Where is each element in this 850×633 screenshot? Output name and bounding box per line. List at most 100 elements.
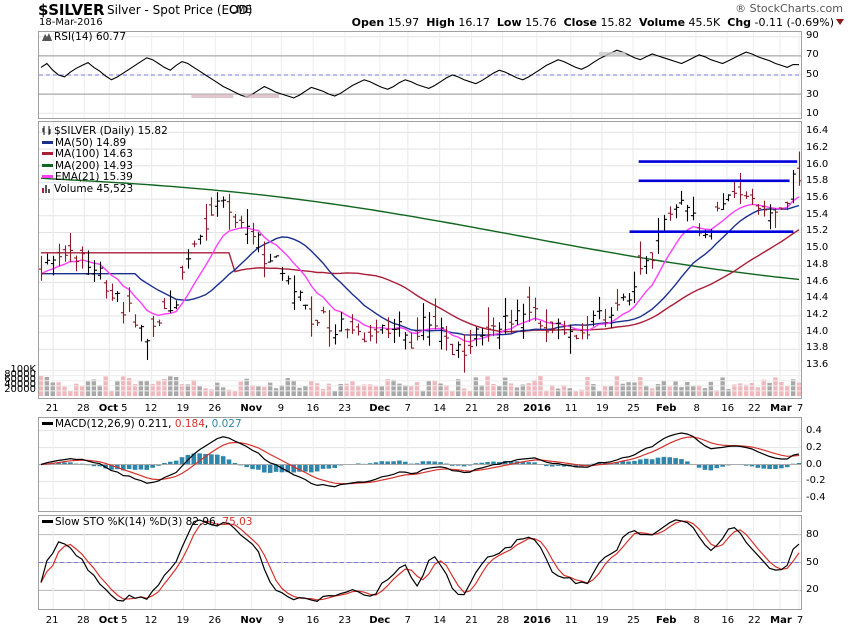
xaxis-label-top-21: 8 xyxy=(693,403,700,414)
rsi-ytick-90: 90 xyxy=(806,29,819,41)
ma200-legend-row: MA(200) 14.93 xyxy=(42,159,168,173)
xaxis-label-bottom-2: Oct xyxy=(98,615,118,626)
xaxis-label-bottom-4: 12 xyxy=(144,615,158,626)
xaxis-label-bottom-3: 5 xyxy=(121,615,128,626)
xaxis-label-top-0: 21 xyxy=(45,403,59,414)
xaxis-label-bottom-16: 2016 xyxy=(523,615,551,626)
xaxis-label-top-8: 9 xyxy=(277,403,285,414)
low-label: Low xyxy=(496,16,522,29)
sto-sep: , xyxy=(215,516,223,528)
xaxis-label-bottom-21: 8 xyxy=(693,615,700,626)
xaxis-label-top-23: 22 xyxy=(748,403,761,414)
xaxis-label-bottom-1: 28 xyxy=(76,615,90,626)
volume-legend-row: Volume 45,523 xyxy=(42,182,168,196)
open-value: 15.97 xyxy=(387,16,420,29)
volume-label: Volume xyxy=(639,16,686,29)
price-panel xyxy=(38,121,802,399)
macd-plot xyxy=(39,418,801,511)
exchange-label: CME xyxy=(229,4,253,16)
close-value: 15.82 xyxy=(600,16,633,29)
sto-ytick-50: 50 xyxy=(806,556,819,568)
xaxis-label-top-9: 16 xyxy=(306,403,320,414)
xaxis-label-top-1: 28 xyxy=(76,403,90,414)
sto-k-value: 82.96 xyxy=(185,516,216,528)
chart-date: 18-Mar-2016 xyxy=(39,17,103,28)
rsi-mountain-icon xyxy=(42,33,52,41)
xaxis-label-bottom-15: 28 xyxy=(496,615,510,626)
price-ytick-14-4: 14.4 xyxy=(806,292,829,304)
macd-sep2: , xyxy=(204,418,212,430)
xaxis-label-bottom-12: 7 xyxy=(404,615,412,626)
macd-legend-prefix: MACD(12,26,9) xyxy=(55,418,135,430)
ma50-legend-row: MA(50) 14.89 xyxy=(42,137,168,150)
xaxis-label-bottom-25: 7 xyxy=(796,615,804,626)
symbol-name: Silver - Spot Price (EOD) xyxy=(107,3,253,17)
open-label: Open xyxy=(351,16,385,29)
chg-value: -0.11 (-0.69%) xyxy=(754,16,834,29)
macd-swatch xyxy=(42,422,53,425)
volume-bars-icon xyxy=(42,184,50,193)
ma200-label: MA(200) 14.93 xyxy=(55,159,133,172)
rsi-panel xyxy=(38,31,802,119)
price-ytick-15-6: 15.6 xyxy=(806,192,829,204)
high-value: 16.17 xyxy=(458,16,490,29)
xaxis-label-bottom-23: 22 xyxy=(748,615,761,626)
price-ytick-13-6: 13.6 xyxy=(806,359,829,370)
price-ytick-15-0: 15.0 xyxy=(806,242,829,254)
volume-ytick-3: 40000 xyxy=(4,378,36,390)
xaxis-label-top-24: Mar xyxy=(770,403,792,414)
xaxis-label-top-5: 19 xyxy=(176,403,190,414)
macd-ytick-0n2: 0.2 xyxy=(806,441,822,453)
xaxis-label-top-16: 2016 xyxy=(523,403,551,414)
xaxis-label-top-14: 21 xyxy=(465,403,479,414)
xaxis-label-top-7: Nov xyxy=(240,403,263,414)
xaxis-label-bottom-5: 19 xyxy=(176,615,190,626)
stockcharts-watermark: ® StockCharts.com xyxy=(735,2,843,15)
price-ytick-13-8: 13.8 xyxy=(806,342,829,354)
xaxis-label-top-18: 19 xyxy=(596,403,609,414)
xaxis-label-top-11: Dec xyxy=(369,403,391,414)
sto-legend: Slow STO %K(14) %D(3) 82.96, 75.03 xyxy=(42,516,253,529)
candlestick-icon xyxy=(42,126,51,135)
price-ytick-14-6: 14.6 xyxy=(806,275,829,287)
ma200-swatch xyxy=(42,163,53,167)
xaxis-label-bottom-9: 16 xyxy=(306,615,320,626)
xaxis-label-top-2: Oct xyxy=(98,403,118,414)
high-label: High xyxy=(426,16,455,29)
chart-header: $SILVER Silver - Spot Price (EOD) CME 18… xyxy=(0,0,850,32)
xaxis-label-top-4: 12 xyxy=(144,403,158,414)
sto-legend-prefix: Slow STO %K(14) %D(3) xyxy=(55,516,183,528)
macd-ytick-0n4: 0.4 xyxy=(806,424,822,436)
sto-d-value: 75.03 xyxy=(222,516,253,528)
price-legend-title-row: $SILVER (Daily) 15.82 xyxy=(42,125,168,138)
volume-ytick-4: 20000 xyxy=(4,383,36,395)
volume-ytick-2: 60000 xyxy=(4,373,36,385)
xaxis-label-bottom-17: 11 xyxy=(564,615,578,626)
close-label: Close xyxy=(563,16,598,29)
xaxis-label-bottom-10: 23 xyxy=(338,615,352,626)
price-ytick-16-0: 16.0 xyxy=(806,158,829,170)
low-value: 15.76 xyxy=(525,16,557,29)
chg-down-arrow-icon xyxy=(836,19,844,25)
slow-stochastics-panel xyxy=(38,515,802,610)
rsi-ytick-70: 70 xyxy=(806,49,819,61)
quote-bar: Open 15.97 High 16.17 Low 15.76 Close 15… xyxy=(352,16,844,29)
xaxis-label-top-3: 5 xyxy=(121,403,128,414)
rsi-legend-text: RSI(14) 60.77 xyxy=(54,31,127,43)
xaxis-label-bottom-11: Dec xyxy=(369,615,391,626)
price-ytick-16-4: 16.4 xyxy=(806,125,829,137)
sto-ytick-20: 20 xyxy=(806,584,819,596)
price-ytick-14-0: 14.0 xyxy=(806,325,829,337)
xaxis-label-top-25: 7 xyxy=(796,403,804,414)
xaxis-label-top-13: 14 xyxy=(433,403,447,414)
macd-legend: MACD(12,26,9) 0.211, 0.184, 0.027 xyxy=(42,418,242,431)
sto-plot xyxy=(39,516,801,609)
rsi-ytick-50: 50 xyxy=(806,69,819,80)
rsi-legend: RSI(14) 60.77 xyxy=(42,31,127,44)
sto-ytick-80: 80 xyxy=(806,528,819,540)
ma100-legend-row: MA(100) 14.63 xyxy=(42,148,168,161)
volume-legend-label: Volume 45,523 xyxy=(54,182,134,195)
price-ytick-15-4: 15.4 xyxy=(806,208,829,220)
xaxis-label-top-22: 16 xyxy=(721,403,735,414)
